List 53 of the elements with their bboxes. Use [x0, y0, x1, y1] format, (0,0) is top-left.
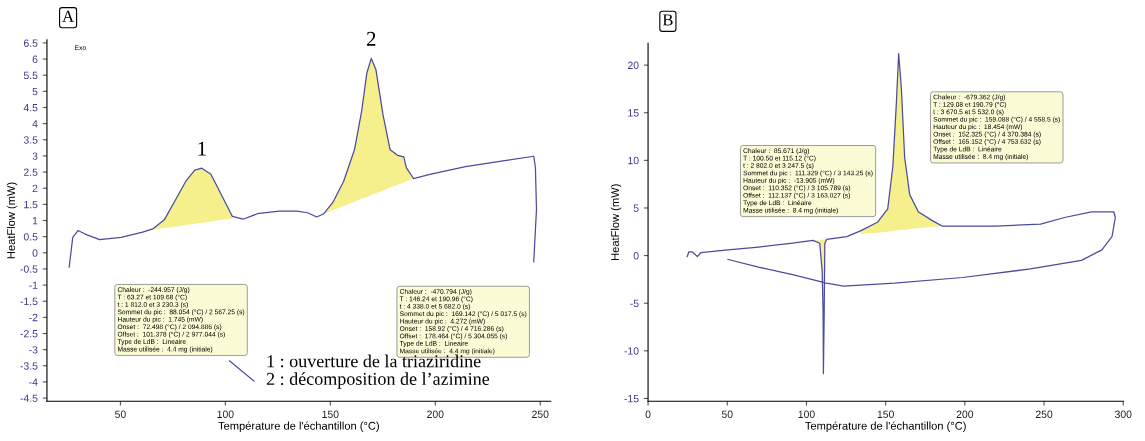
y-tick-label: 6.5: [23, 39, 38, 47]
y-tick-label: 4.5: [23, 104, 38, 112]
x-tick-label: 150: [322, 410, 339, 418]
y-tick-label: 2.5: [23, 168, 38, 176]
x-tick-label: 100: [798, 410, 815, 418]
x-tick-label: 50: [721, 410, 733, 418]
line-series: [686, 53, 1116, 375]
y-tick-label: 0.5: [23, 233, 38, 241]
x-tick-label: 150: [877, 410, 894, 418]
y-tick-label: -0.5: [20, 265, 38, 273]
annotation: 2: [366, 31, 376, 46]
x-tick-label: 200: [427, 410, 444, 418]
y-tick-label: 6: [32, 55, 38, 63]
y-tick-label: 3.5: [23, 136, 38, 144]
y-tick-label: -2.5: [20, 330, 38, 338]
y-tick-label: -4.5: [20, 394, 38, 402]
x-axis-title: Température de l'échantillon (°C): [805, 421, 966, 432]
y-tick-label: 20: [627, 61, 639, 69]
y-tick-label: -5: [630, 299, 639, 308]
x-tick-label: 250: [1035, 410, 1053, 418]
y-tick-label: 5: [633, 204, 639, 212]
annotation: 1: [198, 141, 206, 156]
y-tick-label: -1: [29, 281, 38, 289]
x-tick-label: 100: [217, 410, 234, 418]
y-tick-label: 1: [32, 217, 38, 225]
y-axis-title: HeatFlow (mW): [6, 182, 18, 259]
y-tick-label: -10: [624, 347, 639, 355]
y-tick-label: 1.5: [24, 200, 38, 209]
x-tick-label: 200: [956, 410, 974, 418]
y-axis-title: HeatFlow (mW): [610, 184, 622, 260]
y-tick-label: 2: [32, 184, 38, 192]
x-tick-label: 250: [532, 410, 549, 418]
y-tick-label: 0: [32, 249, 38, 257]
y-tick-label: 5: [32, 87, 38, 96]
x-tick-label: 50: [115, 410, 126, 418]
y-tick-label: 5.5: [23, 71, 38, 80]
annotation: 1 : ouverture de la triaziridine 2 : décomposition de l’azimine: [266, 354, 490, 389]
x-axis-title: Température de l'échantillon (°C): [218, 421, 379, 432]
chart-title: A: [62, 10, 74, 22]
y-tick-label: 0: [633, 252, 639, 260]
y-tick-label: -3: [29, 346, 38, 354]
y-tick-label: -4: [29, 378, 38, 386]
y-tick-label: -2: [29, 313, 38, 322]
y-tick-label: -1.5: [20, 297, 38, 306]
x-tick-label: 0: [645, 410, 651, 418]
y-tick-label: 15: [628, 109, 639, 117]
y-tick-label: 10: [628, 156, 639, 165]
chart-title: B: [662, 14, 673, 26]
x-tick-label: 300: [1114, 410, 1132, 418]
y-tick-label: 4: [32, 120, 38, 128]
y-tick-label: 3: [32, 152, 38, 160]
y-tick-label: -15: [624, 395, 639, 403]
y-tick-label: -3.5: [20, 362, 38, 370]
